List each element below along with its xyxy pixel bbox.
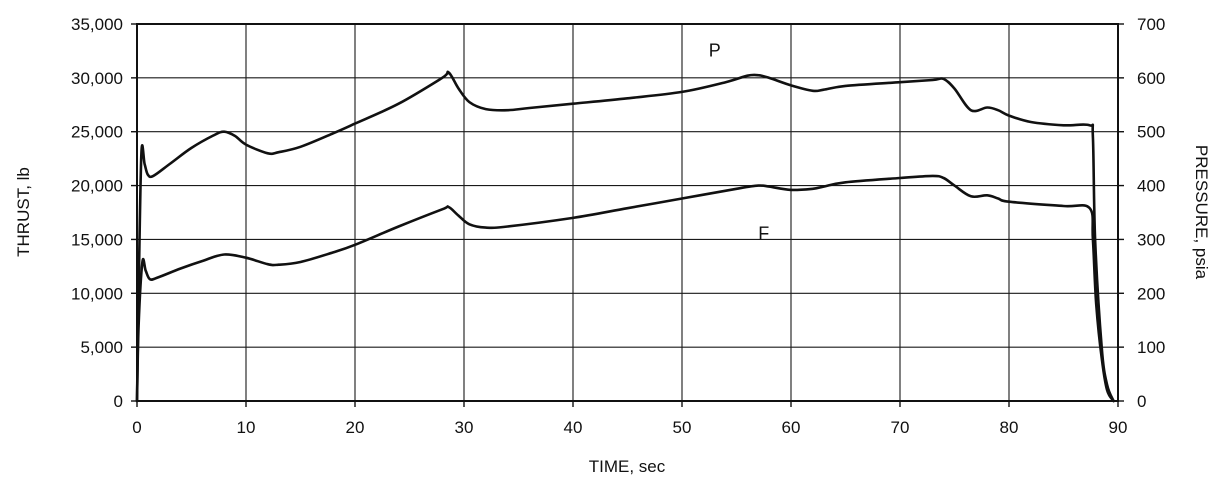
axis-ticks (131, 23, 1124, 407)
x-tick-label: 50 (673, 418, 692, 437)
y-right-tick-label: 500 (1137, 123, 1165, 142)
y-left-tick-label: 15,000 (71, 230, 123, 249)
y-right-tick-label: 100 (1137, 338, 1165, 357)
curve-label-p: P (709, 40, 721, 60)
x-axis-title: TIME, sec (589, 457, 666, 476)
x-tick-label: 70 (891, 418, 910, 437)
y-right-tick-label: 600 (1137, 69, 1165, 88)
grid (137, 24, 1118, 401)
y-right-tick-label: 300 (1137, 230, 1165, 249)
curves (135, 70, 1115, 403)
x-tick-label: 0 (132, 418, 141, 437)
y-left-axis-title: THRUST, lb (14, 167, 33, 257)
x-tick-label: 60 (782, 418, 801, 437)
series-line-p (135, 70, 1115, 403)
y-left-tick-label: 0 (114, 392, 123, 411)
y-right-tick-label: 0 (1137, 392, 1146, 411)
y-left-tick-label: 35,000 (71, 15, 123, 34)
y-right-tick-label: 700 (1137, 15, 1165, 34)
y-left-tick-label: 25,000 (71, 123, 123, 142)
x-tick-label: 20 (346, 418, 365, 437)
y-right-tick-label: 200 (1137, 284, 1165, 303)
y-left-tick-label: 20,000 (71, 177, 123, 196)
plot-frame (136, 23, 1119, 402)
y-right-tick-label: 400 (1137, 177, 1165, 196)
x-tick-label: 30 (455, 418, 474, 437)
y-left-tick-label: 10,000 (71, 284, 123, 303)
y-left-tick-label: 30,000 (71, 69, 123, 88)
y-left-tick-label: 5,000 (80, 338, 123, 357)
y-right-axis-title: PRESSURE, psia (1192, 145, 1211, 280)
curve-label-f: F (758, 223, 769, 243)
x-tick-label: 80 (1000, 418, 1019, 437)
curve-annotations: PF (709, 40, 770, 243)
x-tick-label: 90 (1109, 418, 1128, 437)
series-line-f (135, 174, 1115, 403)
x-tick-label: 10 (237, 418, 256, 437)
x-tick-label: 40 (564, 418, 583, 437)
